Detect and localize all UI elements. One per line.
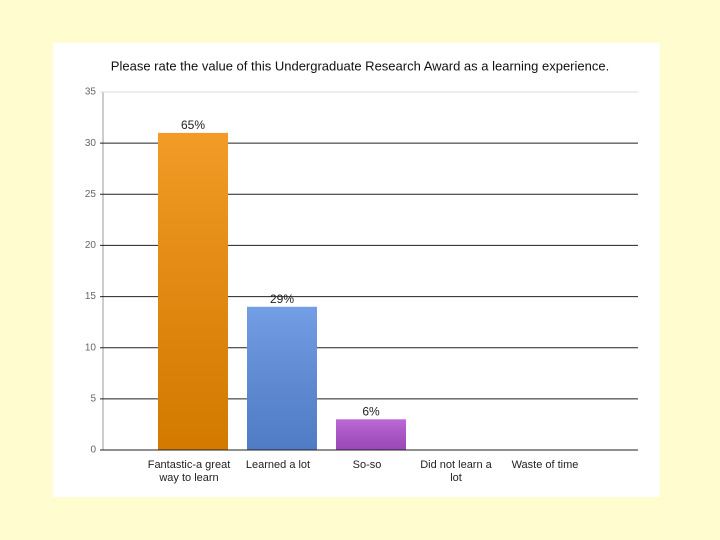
y-tick-label: 25	[85, 189, 97, 200]
x-tick-label: Did not learn a lot	[420, 459, 492, 484]
x-tick-label: So-so	[352, 459, 382, 471]
y-tick-label: 0	[90, 445, 96, 456]
data-label: 65%	[181, 118, 205, 132]
data-label: 29%	[270, 292, 294, 306]
bar-shade	[158, 132, 228, 450]
bar-shade	[247, 306, 317, 450]
x-tick-label: Learned a lot	[245, 459, 311, 471]
x-tick-label: Waste of time	[511, 459, 579, 471]
x-tick-label: Fantastic-a great way to learn	[147, 459, 231, 484]
data-label: 6%	[362, 404, 380, 418]
y-tick-label: 5	[90, 393, 96, 404]
y-tick-label: 35	[85, 87, 97, 98]
bar-shade	[336, 419, 406, 450]
chart-title: Please rate the value of this Undergradu…	[111, 58, 609, 73]
y-tick-label: 20	[85, 240, 97, 251]
y-tick-label: 15	[85, 291, 97, 302]
y-tick-label: 30	[85, 138, 97, 149]
y-tick-label: 10	[85, 342, 97, 353]
